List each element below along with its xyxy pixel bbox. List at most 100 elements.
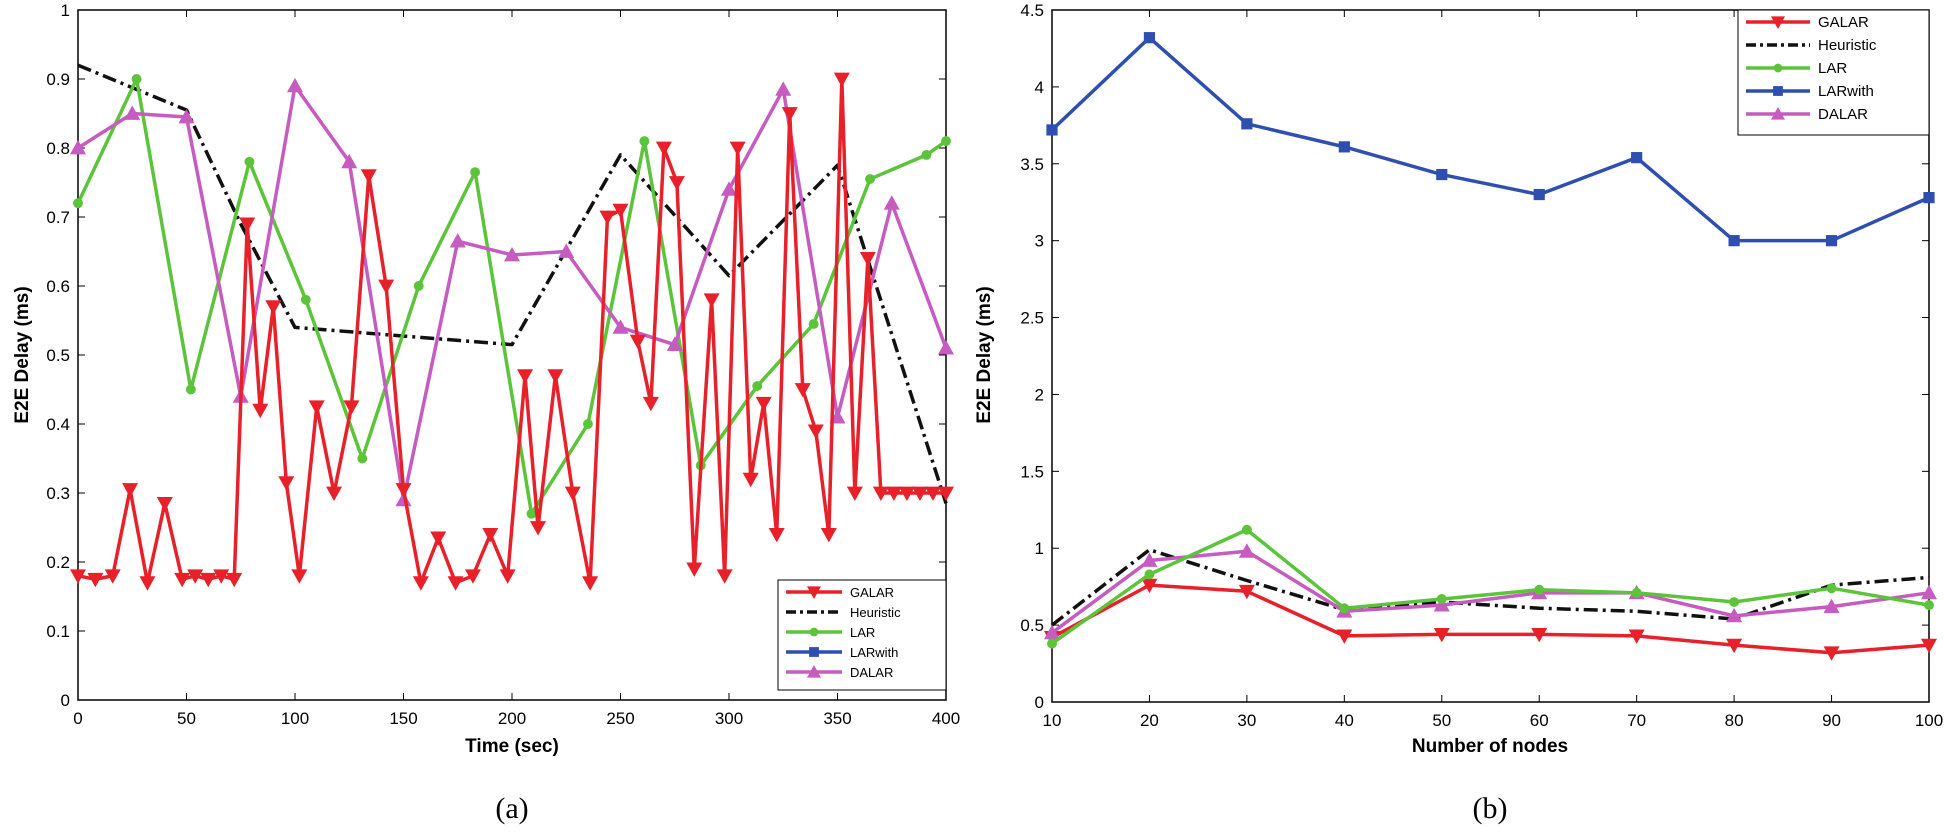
legend-label-larwith: LARwith xyxy=(850,645,898,660)
legend-a: GALAR Heuristic LAR LARwith DALAR xyxy=(777,579,947,691)
data-point-dalar xyxy=(612,319,629,334)
data-point-galar xyxy=(1238,584,1255,600)
data-point-lar xyxy=(921,149,932,160)
y-tick-label: 1 xyxy=(1035,539,1044,558)
data-point-larwith xyxy=(1923,192,1935,204)
data-point-dalar xyxy=(449,233,466,248)
data-point-galar xyxy=(139,576,156,591)
data-point-galar xyxy=(703,293,720,308)
data-point-galar xyxy=(517,369,534,384)
legend-b: GALAR Heuristic LAR LARwith DALAR xyxy=(1737,9,1930,136)
y-tick-label: 0.8 xyxy=(46,139,70,158)
data-point-galar xyxy=(859,252,876,267)
legend-label-dalar: DALAR xyxy=(1818,106,1868,123)
y-tick-label: 0.9 xyxy=(46,70,70,89)
data-point-galar xyxy=(668,176,685,191)
data-point-galar xyxy=(239,217,256,232)
y-tick-label: 0.4 xyxy=(46,415,70,434)
legend-marker-larwith xyxy=(809,647,819,657)
legend-item-dalar: DALAR xyxy=(786,665,893,680)
data-point-lar xyxy=(582,419,593,429)
data-point-dalar xyxy=(178,108,195,124)
data-point-galar xyxy=(755,396,772,412)
legend-marker-dalar xyxy=(1771,107,1785,120)
data-point-galar xyxy=(447,576,464,591)
legend-label-dalar: DALAR xyxy=(850,665,893,680)
data-point-dalar xyxy=(1823,598,1840,614)
data-point-galar xyxy=(87,572,104,588)
data-point-galar xyxy=(104,569,121,584)
y-tick-label: 2 xyxy=(1035,385,1044,404)
data-point-galar xyxy=(612,203,629,219)
data-point-galar xyxy=(464,569,481,584)
data-point-lar xyxy=(1241,524,1252,535)
data-point-galar xyxy=(1921,638,1937,654)
data-point-galar xyxy=(846,486,863,501)
data-point-dalar xyxy=(558,243,575,258)
series-larwith xyxy=(1046,32,1935,247)
data-point-lar xyxy=(1924,600,1934,611)
data-point-galar xyxy=(70,569,86,584)
data-point-dalar xyxy=(341,153,358,169)
data-point-galar xyxy=(200,572,217,588)
series-line-larwith xyxy=(1050,35,1930,243)
data-point-galar xyxy=(530,521,547,536)
data-point-dalar xyxy=(1141,552,1158,567)
y-axis-label-b: E2E Delay (ms) xyxy=(974,286,995,423)
x-tick-label: 10 xyxy=(1043,711,1062,730)
legend-item-heuristic: Heuristic xyxy=(1746,37,1877,54)
series-lar xyxy=(73,74,951,519)
data-point-galar xyxy=(1141,578,1158,594)
legend-label-heuristic: Heuristic xyxy=(850,605,901,620)
y-tick-label: 0 xyxy=(61,691,70,710)
data-point-galar xyxy=(360,169,377,184)
legend-marker-galar xyxy=(807,586,821,599)
legend-marker-lar xyxy=(809,627,819,637)
data-point-galar xyxy=(265,300,282,315)
data-point-galar xyxy=(308,400,325,415)
data-point-galar xyxy=(564,486,581,501)
series-galar xyxy=(70,72,954,591)
data-point-galar xyxy=(343,400,360,415)
data-point-galar xyxy=(807,424,824,439)
y-tick-label: 3 xyxy=(1035,232,1044,251)
series-dalar xyxy=(70,77,954,507)
legend-item-galar: GALAR xyxy=(1746,14,1869,31)
legend-item-dalar: DALAR xyxy=(1746,106,1868,123)
panel-label-a: (a) xyxy=(495,792,528,825)
data-point-galar xyxy=(885,486,902,501)
legend-label-lar: LAR xyxy=(1818,60,1847,77)
legend-item-larwith: LARwith xyxy=(786,645,898,660)
y-tick-label: 0.3 xyxy=(46,484,70,503)
data-point-lar xyxy=(1534,584,1545,595)
y-tick-label: 0.6 xyxy=(46,277,70,296)
data-point-galar xyxy=(326,486,343,501)
data-point-dalar xyxy=(504,246,520,262)
x-tick-label: 200 xyxy=(498,709,526,728)
data-point-dalar xyxy=(666,336,683,352)
series-group-a xyxy=(70,63,954,591)
series-heuristic xyxy=(1050,548,1930,627)
data-point-larwith xyxy=(1143,32,1156,44)
data-point-larwith xyxy=(1825,235,1838,247)
x-tick-label: 100 xyxy=(281,709,309,728)
legend-label-galar: GALAR xyxy=(850,585,894,600)
data-point-galar xyxy=(872,486,889,501)
legend-marker-lar xyxy=(1773,63,1783,73)
data-point-larwith xyxy=(1631,152,1643,164)
data-point-lar xyxy=(1631,587,1642,598)
y-tick-label: 0 xyxy=(1035,693,1044,712)
data-point-lar xyxy=(752,381,763,392)
data-point-galar xyxy=(729,141,746,156)
data-point-galar xyxy=(642,396,659,412)
data-point-dalar xyxy=(883,195,900,210)
series-galar xyxy=(1044,578,1937,661)
y-tick-label: 4 xyxy=(1035,78,1044,97)
data-point-galar xyxy=(174,572,191,588)
data-point-galar xyxy=(582,576,599,591)
legend-label-lar: LAR xyxy=(850,625,875,640)
data-point-dalar xyxy=(1238,543,1255,558)
data-point-larwith xyxy=(1436,168,1448,181)
legend-item-lar: LAR xyxy=(1746,60,1847,77)
